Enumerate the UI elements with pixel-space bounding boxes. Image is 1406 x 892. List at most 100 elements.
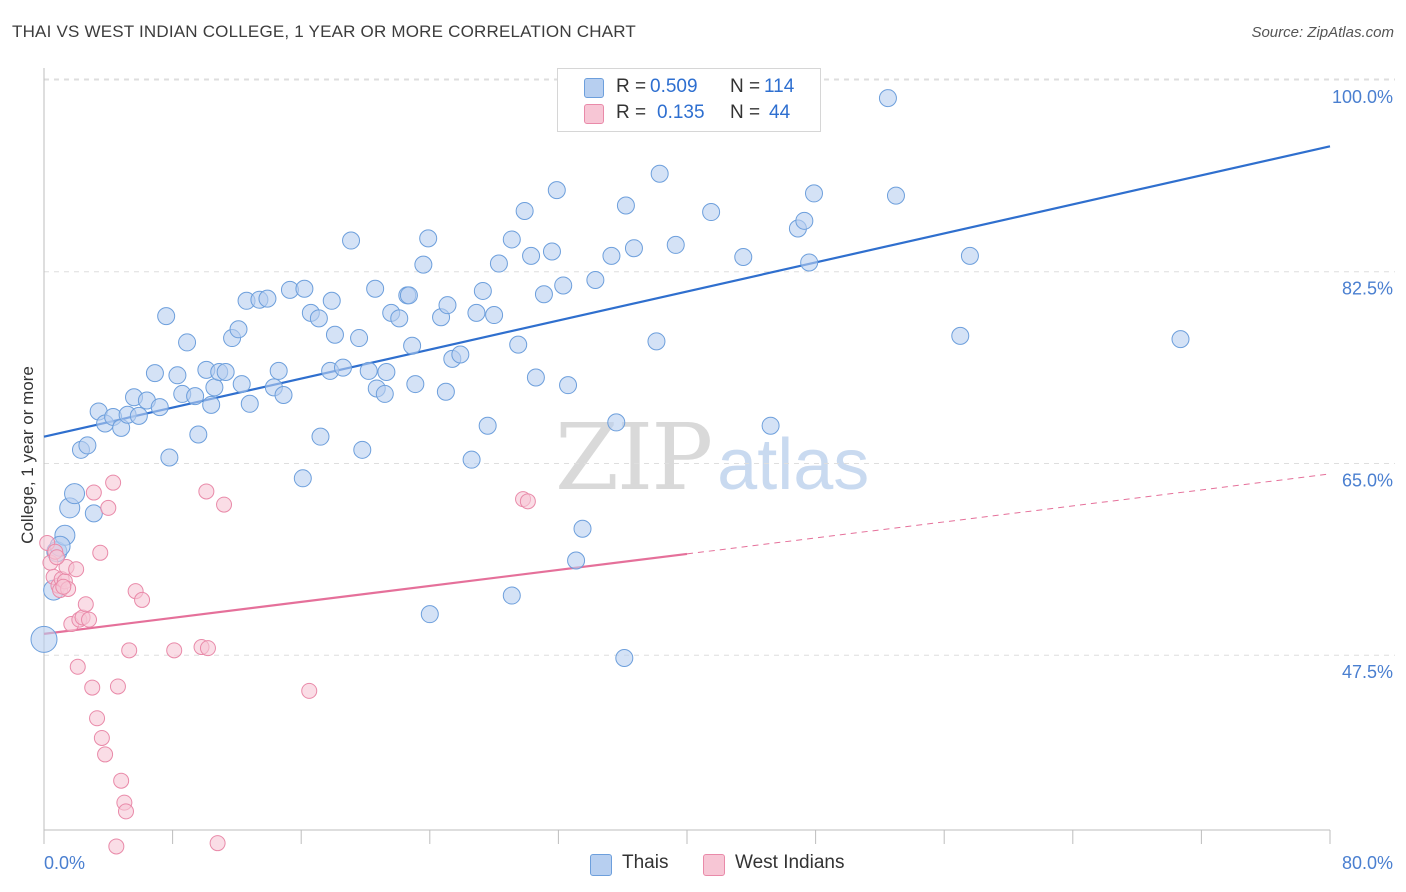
thais-point	[295, 279, 314, 298]
thais-point	[311, 427, 330, 446]
thais-point	[734, 247, 753, 266]
thais-point	[602, 246, 621, 265]
thais-point	[567, 551, 586, 570]
thais-point	[559, 376, 578, 395]
thais-point	[229, 320, 248, 339]
thais-point	[390, 309, 409, 328]
thais-point	[960, 246, 979, 265]
west-indian-point	[105, 474, 122, 491]
legend-row-thais: R = 0.509 N = 114	[558, 75, 820, 101]
thais-point	[216, 363, 235, 382]
thais-point	[534, 285, 553, 304]
thais-point	[377, 363, 396, 382]
thais-point	[526, 368, 545, 387]
thais-point	[375, 384, 394, 403]
west-indian-point	[84, 679, 101, 696]
thais-point	[30, 625, 58, 653]
west-indian-point	[166, 642, 183, 659]
thais-point	[616, 196, 635, 215]
thais-point	[240, 394, 259, 413]
thais-point	[258, 289, 277, 308]
thais-point	[353, 440, 372, 459]
legend-swatch-west-indians	[584, 104, 604, 124]
legend-swatch-thais	[584, 78, 604, 98]
thais-point	[478, 416, 497, 435]
series-swatch-thais	[590, 854, 612, 876]
thais-point	[509, 335, 528, 354]
thais-point	[650, 164, 669, 183]
thais-point	[554, 276, 573, 295]
thais-point	[205, 378, 224, 397]
west-indian-point	[92, 544, 109, 561]
thais-point	[342, 231, 361, 250]
thais-point	[607, 413, 626, 432]
west-indian-point	[108, 838, 125, 855]
thais-point	[366, 279, 385, 298]
west-indian-point	[68, 561, 85, 578]
west-indian-point	[209, 835, 226, 852]
y-tick-label: 100.0%	[1332, 87, 1393, 107]
thais-point	[399, 286, 418, 305]
x-tick-label: 80.0%	[1342, 853, 1393, 873]
thais-point	[573, 519, 592, 538]
thais-point	[436, 382, 455, 401]
west-indian-point	[199, 640, 216, 657]
thais-point	[160, 448, 179, 467]
thais-point	[359, 361, 378, 380]
thais-point	[189, 425, 208, 444]
west-indian-point	[121, 642, 138, 659]
chart-title: THAI VS WEST INDIAN COLLEGE, 1 YEAR OR M…	[12, 22, 637, 41]
thais-point	[78, 436, 97, 455]
west-indian-point	[198, 483, 215, 500]
west-indian-point	[77, 596, 94, 613]
series-name-west-indians: West Indians	[735, 852, 845, 873]
thais-point	[502, 230, 521, 249]
thais-point	[1171, 330, 1190, 349]
thais-point	[333, 358, 352, 377]
west-indian-point	[100, 499, 117, 516]
thais-point	[702, 203, 721, 222]
thais-point	[800, 253, 819, 272]
thais-point	[951, 326, 970, 345]
west-indian-point	[89, 710, 106, 727]
y-tick-label: 47.5%	[1342, 662, 1393, 682]
correlation-legend: R = 0.509 N = 114 R = 0.135 N = 44	[557, 68, 821, 132]
west-indian-point	[55, 578, 72, 595]
thais-point	[451, 345, 470, 364]
west-indian-point	[519, 493, 536, 510]
thais-point	[150, 398, 169, 417]
legend-r-value-thais: 0.509	[650, 76, 698, 97]
thais-point	[489, 254, 508, 273]
west-indian-point	[69, 658, 86, 675]
thais-point	[624, 239, 643, 258]
west-indian-point	[117, 803, 134, 820]
y-tick-label: 65.0%	[1342, 470, 1393, 490]
tick-label-layer: 47.5% 65.0% 82.5% 100.0% 0.0% 80.0%	[44, 87, 1393, 873]
thais-point	[515, 201, 534, 220]
series-name-thais: Thais	[622, 852, 669, 873]
west-indian-point	[81, 611, 98, 628]
thais-point	[586, 270, 605, 289]
thais-point	[878, 89, 897, 108]
thais-point	[420, 605, 439, 624]
west-indian-point	[113, 772, 130, 789]
thais-point	[615, 648, 634, 667]
thais-point	[202, 395, 221, 414]
series-swatch-west-indians	[703, 854, 725, 876]
legend-n-value-west-indians: 44	[769, 102, 791, 123]
thais-point	[666, 235, 685, 254]
thais-point	[186, 387, 205, 406]
legend-r-value-west-indians: 0.135	[657, 102, 705, 123]
thais-point	[414, 255, 433, 274]
thais-point	[145, 364, 164, 383]
thais-point	[522, 246, 541, 265]
legend-n-label: N =	[730, 102, 761, 123]
west-indians-trend-extension	[686, 473, 1331, 555]
thais-point	[462, 450, 481, 469]
legend-n-label: N =	[730, 76, 761, 97]
west-indian-point	[97, 746, 114, 763]
thais-point	[325, 325, 344, 344]
axis-layer	[43, 68, 1331, 844]
thais-point	[178, 333, 197, 352]
y-tick-label: 82.5%	[1342, 279, 1393, 299]
